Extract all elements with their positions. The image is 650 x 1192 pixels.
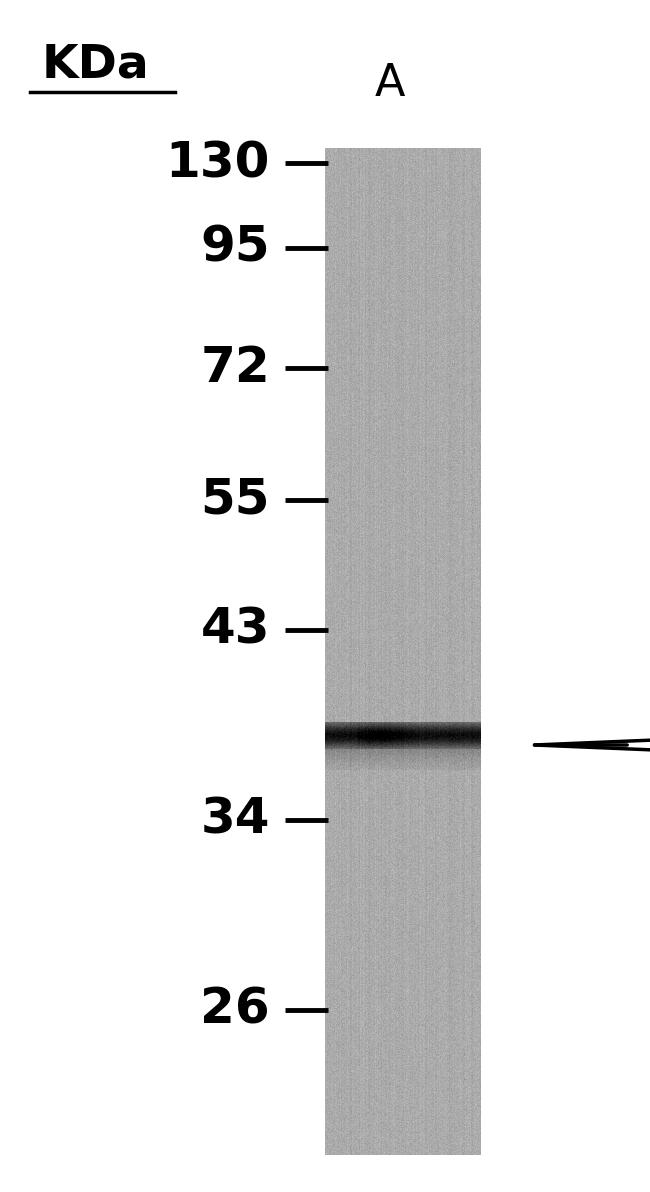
- Text: 34: 34: [200, 796, 270, 844]
- Text: 72: 72: [200, 344, 270, 392]
- Text: 55: 55: [200, 476, 270, 524]
- Text: KDa: KDa: [41, 42, 149, 87]
- Text: 130: 130: [166, 139, 270, 187]
- Text: 95: 95: [200, 224, 270, 272]
- Text: A: A: [375, 62, 405, 105]
- Text: 43: 43: [200, 606, 270, 654]
- Text: 26: 26: [200, 986, 270, 1033]
